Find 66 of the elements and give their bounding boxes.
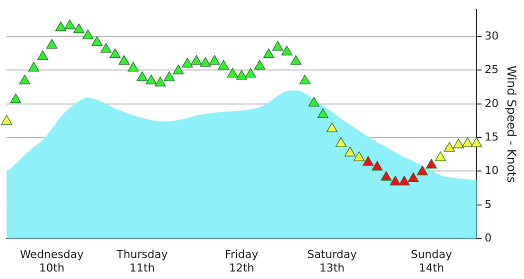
point: [55, 21, 66, 32]
x-tick-label: Wednesday 10th: [20, 248, 84, 274]
point: [444, 142, 455, 152]
point: [317, 108, 328, 118]
point: [426, 158, 437, 168]
point: [398, 176, 410, 186]
point: [146, 74, 157, 84]
point: [362, 156, 374, 166]
point: [263, 48, 274, 58]
x-tick-label: Sunday 14th: [410, 248, 452, 274]
point: [100, 43, 112, 53]
point: [299, 74, 310, 84]
point: [28, 62, 40, 72]
point: [91, 36, 102, 46]
point: [172, 64, 184, 74]
point: [227, 68, 238, 78]
y-tick-label: 25: [484, 63, 499, 76]
point: [408, 172, 419, 182]
point: [390, 176, 401, 186]
point: [416, 166, 428, 176]
point: [110, 48, 121, 58]
point: [190, 55, 202, 65]
y-tick-label: 30: [484, 29, 499, 42]
point: [236, 70, 248, 80]
point: [118, 55, 130, 65]
point: [354, 151, 365, 162]
point: [128, 62, 139, 72]
point: [471, 137, 482, 147]
point: [272, 41, 284, 51]
point: [64, 19, 76, 30]
point: [218, 60, 230, 70]
point: [281, 46, 292, 56]
y-tick-label: 20: [484, 96, 499, 110]
point: [372, 160, 383, 171]
point: [462, 137, 474, 147]
x-tick-label: Saturday 13th: [307, 248, 358, 274]
y-tick-label: 15: [484, 130, 499, 144]
x-tick-label: Friday 12th: [224, 248, 259, 274]
x-tick-label: Thursday 11th: [116, 248, 168, 274]
point: [453, 138, 464, 148]
y-axis-title: Wind Speed - Knots: [504, 65, 519, 183]
point: [380, 171, 392, 181]
point: [200, 57, 211, 67]
y-tick-label: 10: [484, 164, 499, 178]
point: [136, 71, 148, 81]
point: [46, 38, 58, 49]
point: [37, 50, 48, 60]
point: [154, 76, 166, 86]
point: [290, 55, 302, 65]
point: [326, 122, 338, 132]
point: [82, 30, 94, 40]
y-tick-label: 5: [484, 198, 492, 211]
point: [182, 58, 193, 68]
point: [73, 24, 84, 34]
point: [164, 71, 175, 81]
point: [10, 94, 22, 104]
point: [1, 115, 12, 125]
y-tick-label: 0: [484, 231, 492, 244]
point: [308, 96, 320, 107]
point: [245, 68, 256, 78]
point: [344, 146, 356, 156]
point: [336, 137, 347, 147]
point: [208, 55, 220, 65]
point: [434, 151, 446, 162]
point: [19, 74, 30, 84]
point: [254, 60, 266, 70]
